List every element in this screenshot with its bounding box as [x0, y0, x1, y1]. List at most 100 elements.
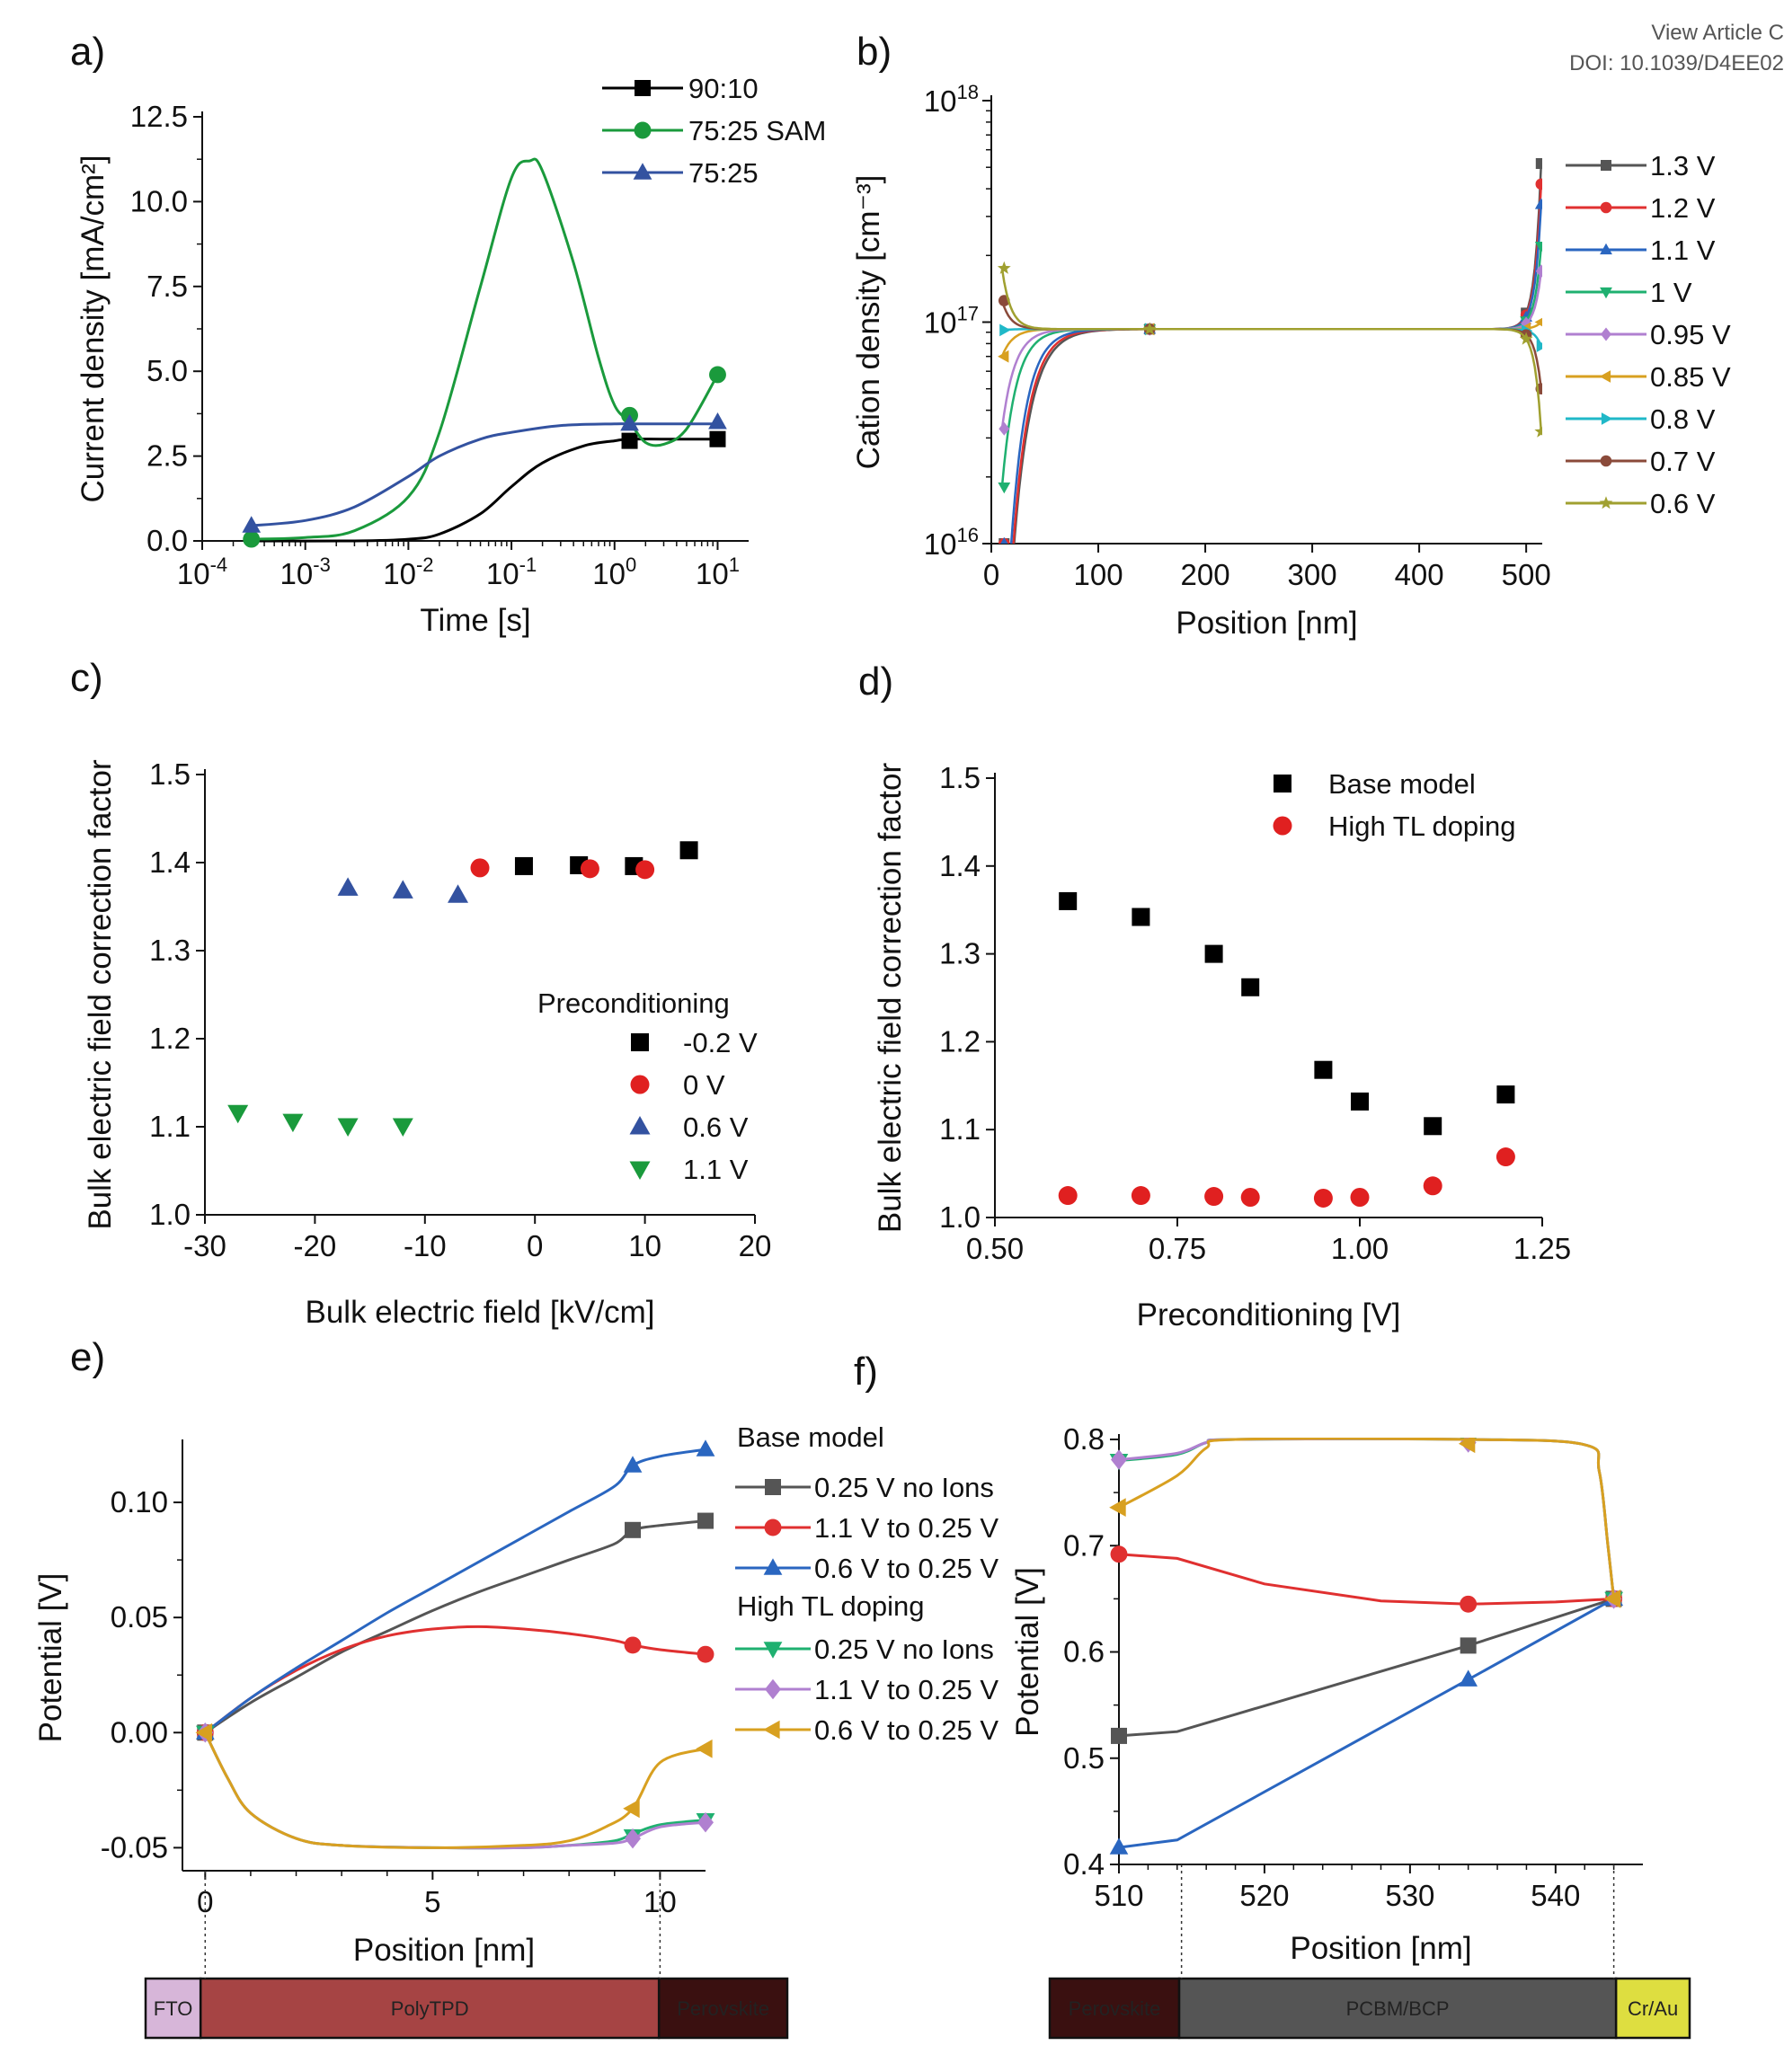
y-axis-label: Cation density [cm⁻³] [851, 175, 886, 470]
panel-label: a) [70, 30, 105, 74]
y-tick-label: 0.5 [1063, 1741, 1105, 1775]
series-line [1000, 268, 1542, 432]
legend-label: 0.25 V no Ions [814, 1634, 994, 1665]
x-tick-label: 10 [628, 1229, 661, 1262]
data-point [242, 516, 262, 533]
series-line [1118, 1438, 1616, 1599]
data-point [623, 1456, 643, 1473]
legend-marker [1600, 287, 1612, 299]
y-tick-label: -0.05 [101, 1830, 168, 1864]
data-point [620, 413, 639, 431]
y-tick-label: 1.2 [939, 1024, 981, 1058]
x-axis-label: Bulk electric field [kV/cm] [306, 1295, 655, 1330]
series-line [204, 1519, 706, 1734]
x-tick-label: 101 [696, 553, 740, 590]
y-tick-label: 12.5 [130, 100, 188, 133]
data-point [697, 1811, 714, 1833]
y-tick-label: 2.5 [146, 439, 188, 473]
legend-label: 0.25 V no Ions [814, 1472, 994, 1503]
y-tick-label: 0.6 [1063, 1635, 1105, 1669]
data-point [1459, 1669, 1478, 1687]
x-tick-label: -30 [183, 1229, 226, 1262]
y-tick-label: 1.3 [939, 937, 981, 970]
series-line [1118, 1438, 1616, 1599]
y-tick-label: 1.0 [149, 1198, 191, 1231]
data-point [697, 1512, 714, 1529]
legend-marker [1601, 327, 1611, 341]
data-point [1131, 1186, 1150, 1206]
y-tick-label: 1.5 [149, 757, 191, 791]
data-point [1534, 242, 1542, 253]
series-line [1118, 1597, 1615, 1738]
legend-marker [631, 1033, 649, 1051]
data-point [1109, 1498, 1126, 1517]
plot-area [997, 158, 1542, 544]
legend-label: 1.2 V [1650, 192, 1716, 224]
x-tick-label: 10-2 [383, 553, 433, 590]
data-point [282, 1113, 304, 1133]
layer-block [144, 1977, 202, 2040]
legend-marker [1600, 455, 1612, 467]
data-point [998, 350, 1009, 363]
legend-label: 1.1 V [1650, 235, 1716, 266]
series-line [204, 1448, 706, 1734]
data-point [1132, 908, 1150, 926]
x-tick-label: 520 [1239, 1879, 1289, 1912]
panel-b: 0 100 200 300 400 500 1016 1017 1018 Position [nm… [851, 30, 1731, 641]
panel-c: -30 -20 -10 0 10 20 1.0 1.1 1.2 1.3 1.4 1.5 Bulk ele… [70, 656, 771, 1330]
y-tick-label: 1.1 [149, 1110, 191, 1143]
legend-marker [634, 121, 652, 139]
y-tick-label: 1.4 [939, 849, 981, 882]
data-point [679, 841, 698, 860]
layer-label: PCBM/BCP [1346, 1997, 1450, 2020]
x-tick-label: 1.00 [1331, 1232, 1389, 1265]
y-tick-label: 1018 [924, 81, 979, 118]
series-line [1000, 245, 1542, 488]
data-point [998, 483, 1011, 494]
data-point [243, 530, 261, 548]
y-axis-label: Bulk electric field correction factor [873, 763, 908, 1234]
layer-block [657, 1977, 789, 2040]
y-tick-label: 1.5 [939, 761, 981, 794]
legend-label: 75:25 SAM [688, 115, 826, 146]
data-point [1519, 332, 1533, 345]
y-tick-label: 1.2 [149, 1022, 191, 1055]
x-tick-label: 10-1 [486, 553, 537, 590]
legend-label: 75:25 [688, 157, 759, 189]
legend-marker [1274, 775, 1291, 792]
layer-label: FTO [154, 1997, 193, 2020]
legend-marker [1601, 160, 1611, 171]
legend-title: Preconditioning [537, 987, 730, 1019]
legend-marker [763, 1558, 783, 1575]
x-tick-label: 20 [739, 1229, 772, 1262]
series-line [1118, 1438, 1616, 1599]
data-point [1000, 536, 1008, 544]
panel-label: c) [70, 656, 103, 700]
legend-marker [635, 80, 651, 96]
legend-marker [763, 1642, 783, 1659]
data-point [580, 859, 599, 879]
legend-label: 1.3 V [1650, 150, 1716, 182]
series-line [1000, 321, 1542, 358]
data-point [514, 856, 533, 875]
x-tick-label: 0 [197, 1885, 213, 1918]
layer-label: Perovskite [677, 1997, 769, 2020]
x-tick-label: 300 [1288, 558, 1337, 591]
x-axis-label: Position [nm] [1290, 1931, 1471, 1966]
data-point [1535, 158, 1542, 170]
data-point [696, 1739, 713, 1758]
legend-label: Base model [1328, 768, 1476, 800]
layer-block [1614, 1977, 1691, 2040]
layer-label: Perovskite [1069, 1997, 1161, 2020]
x-tick-label: 400 [1395, 558, 1444, 591]
panel-a: 10-4 10-3 10-2 10-1 100 101 0.0 2.5 5.0 7.5 10.0 12… [70, 30, 826, 638]
y-tick-label: 7.5 [146, 270, 188, 303]
y-axis-label: Potential [V] [33, 1573, 68, 1743]
x-tick-label: 10-4 [177, 553, 227, 590]
data-point [708, 412, 727, 429]
data-point [1111, 1449, 1127, 1470]
data-point [1496, 1147, 1515, 1167]
x-tick-label: 530 [1385, 1879, 1434, 1912]
y-tick-label: 0.00 [111, 1715, 168, 1749]
